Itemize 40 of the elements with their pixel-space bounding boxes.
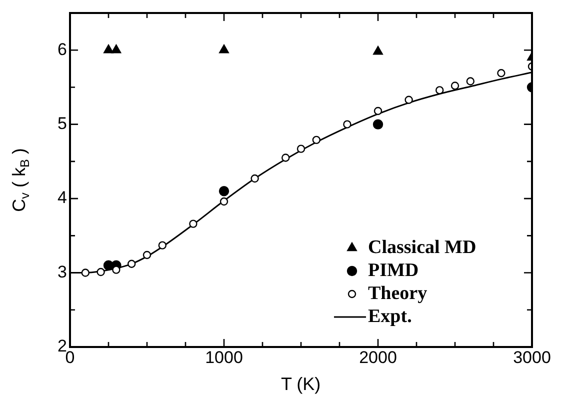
point (343, 120, 352, 128)
x-axis-title: T (K) (281, 374, 321, 394)
point (158, 241, 166, 250)
legend-label: Classical MD (368, 236, 476, 258)
y-tick-label: 4 (58, 188, 67, 208)
x-tick-label: 3000 (513, 348, 551, 368)
y-tick-label: 3 (58, 262, 67, 282)
point (466, 77, 474, 86)
point (296, 144, 306, 153)
y-tick-label: 2 (58, 336, 67, 356)
legend-label: Theory (368, 282, 428, 304)
point (189, 220, 198, 228)
point (404, 96, 413, 104)
point (374, 106, 382, 116)
x-tick-label: 2000 (359, 348, 397, 368)
point (497, 69, 506, 78)
point (104, 44, 114, 54)
point (96, 268, 105, 276)
point (250, 174, 259, 183)
point (219, 44, 229, 54)
point (220, 197, 228, 206)
point (111, 44, 122, 54)
point (372, 119, 384, 130)
point (436, 86, 444, 94)
x-tick-label: 1000 (205, 348, 243, 368)
x-tick-label: 0 (65, 348, 75, 368)
y-tick-label: 5 (58, 114, 67, 134)
point (373, 46, 383, 55)
point (112, 266, 120, 274)
point (282, 154, 290, 162)
point (81, 268, 90, 277)
legend-label: Expt. (368, 306, 412, 327)
y-tick-label: 6 (58, 40, 67, 59)
point (218, 186, 230, 196)
point (128, 260, 136, 268)
legend-label: PIMD (368, 260, 419, 281)
point (312, 136, 320, 144)
point (450, 82, 460, 90)
point (142, 250, 152, 260)
y-axis-title: Cv ( kB ) (8, 148, 32, 212)
